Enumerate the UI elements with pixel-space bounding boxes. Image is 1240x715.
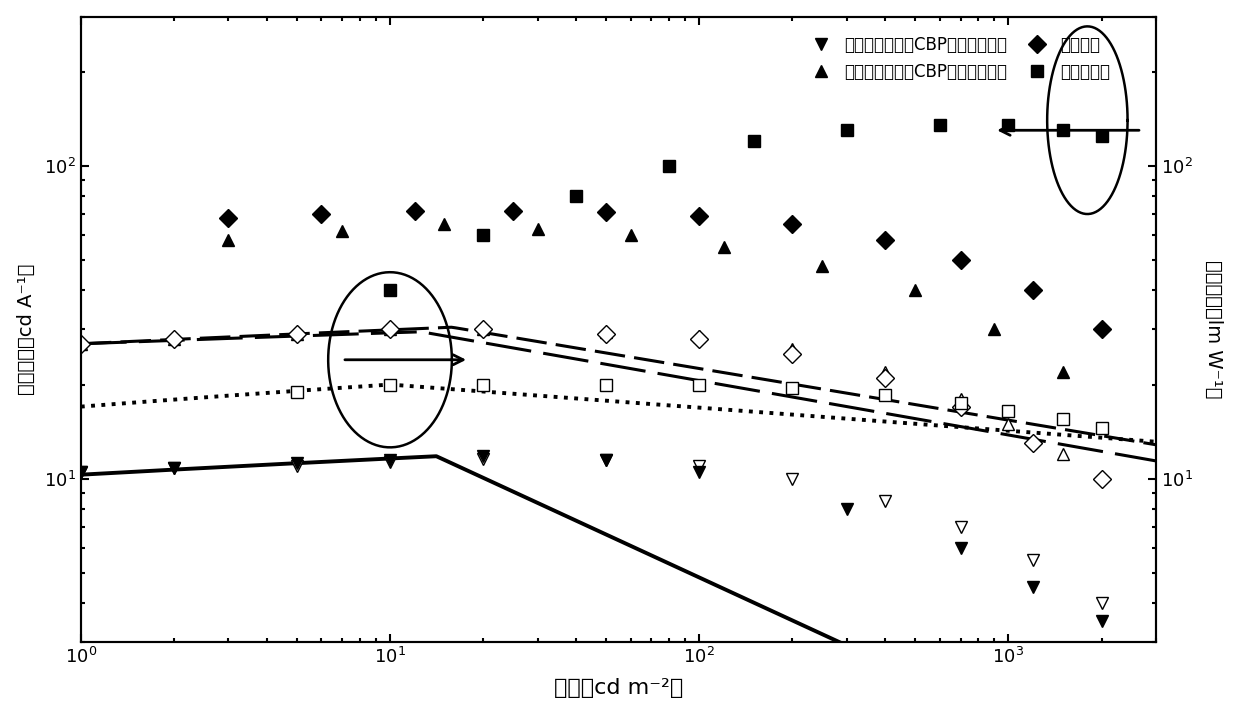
Y-axis label: 功率效率（lm W⁻¹）: 功率效率（lm W⁻¹） bbox=[1204, 260, 1224, 399]
Legend: 不含激子隔离层CBP的超薄非掺杂, 含有激子隔离层CBP的超薄非掺杂, 传统掺杂, 传统非掺杂: 不含激子隔离层CBP的超薄非掺杂, 含有激子隔离层CBP的超薄非掺杂, 传统掺杂… bbox=[799, 31, 1115, 86]
X-axis label: 亮度（cd m⁻²）: 亮度（cd m⁻²） bbox=[554, 679, 683, 699]
Y-axis label: 电流效率（cd A⁻¹）: 电流效率（cd A⁻¹） bbox=[16, 264, 36, 395]
